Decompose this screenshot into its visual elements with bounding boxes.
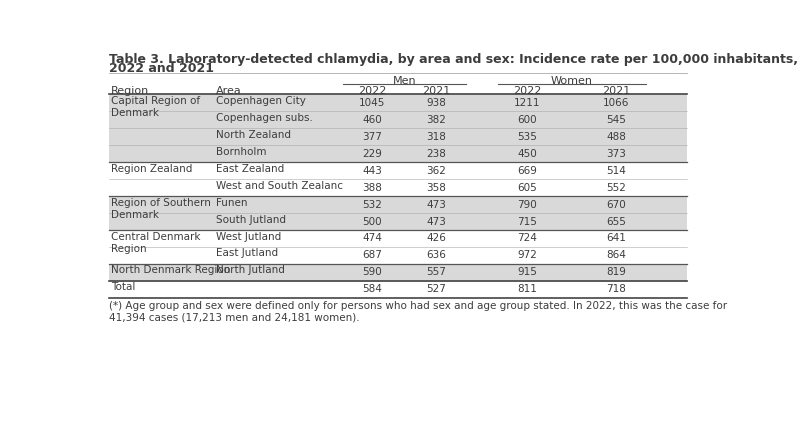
Text: Table 3. Laboratory-detected chlamydia, by area and sex: Incidence rate per 100,: Table 3. Laboratory-detected chlamydia, … bbox=[110, 53, 798, 66]
Text: 2022: 2022 bbox=[358, 86, 386, 96]
Text: West Jutland: West Jutland bbox=[216, 232, 282, 241]
Text: Bornholm: Bornholm bbox=[216, 147, 266, 157]
Text: 500: 500 bbox=[362, 217, 382, 226]
Text: 358: 358 bbox=[426, 183, 446, 193]
Text: 473: 473 bbox=[426, 199, 446, 210]
Text: East Jutland: East Jutland bbox=[216, 249, 278, 259]
Text: 819: 819 bbox=[606, 268, 626, 277]
Text: 557: 557 bbox=[426, 268, 446, 277]
Text: Area: Area bbox=[216, 86, 242, 96]
Text: 641: 641 bbox=[606, 233, 626, 244]
Text: 238: 238 bbox=[426, 149, 446, 159]
Text: 669: 669 bbox=[517, 166, 537, 176]
Text: North Denmark Region: North Denmark Region bbox=[111, 265, 230, 276]
Text: 552: 552 bbox=[606, 183, 626, 193]
Text: 488: 488 bbox=[606, 132, 626, 142]
Text: Region of Southern
Denmark: Region of Southern Denmark bbox=[111, 198, 210, 220]
Text: 2022: 2022 bbox=[513, 86, 542, 96]
Text: 388: 388 bbox=[362, 183, 382, 193]
Text: 584: 584 bbox=[362, 284, 382, 294]
Text: 605: 605 bbox=[517, 183, 537, 193]
Text: 450: 450 bbox=[517, 149, 537, 159]
Bar bbox=[110, 162, 687, 179]
Text: 864: 864 bbox=[606, 250, 626, 260]
Text: 972: 972 bbox=[517, 250, 537, 260]
Text: 811: 811 bbox=[517, 284, 537, 294]
Text: 377: 377 bbox=[362, 132, 382, 142]
Text: West and South Zealanc: West and South Zealanc bbox=[216, 181, 343, 191]
Bar bbox=[110, 281, 687, 298]
Text: 718: 718 bbox=[606, 284, 626, 294]
Bar bbox=[110, 179, 687, 196]
Text: 724: 724 bbox=[517, 233, 537, 244]
Text: 790: 790 bbox=[517, 199, 537, 210]
Text: 474: 474 bbox=[362, 233, 382, 244]
Text: 687: 687 bbox=[362, 250, 382, 260]
Bar bbox=[110, 264, 687, 281]
Text: 1066: 1066 bbox=[603, 98, 630, 108]
Text: 443: 443 bbox=[362, 166, 382, 176]
Text: East Zealand: East Zealand bbox=[216, 164, 285, 174]
Text: 2021: 2021 bbox=[422, 86, 450, 96]
Text: 527: 527 bbox=[426, 284, 446, 294]
Text: 2021: 2021 bbox=[602, 86, 630, 96]
Bar bbox=[110, 230, 687, 247]
Bar bbox=[110, 128, 687, 145]
Text: Copenhagen subs.: Copenhagen subs. bbox=[216, 113, 313, 123]
Text: 1211: 1211 bbox=[514, 98, 540, 108]
Bar bbox=[110, 247, 687, 264]
Text: 532: 532 bbox=[362, 199, 382, 210]
Text: Women: Women bbox=[551, 76, 593, 86]
Text: 473: 473 bbox=[426, 217, 446, 226]
Text: Central Denmark
Region: Central Denmark Region bbox=[111, 232, 200, 253]
Text: 938: 938 bbox=[426, 98, 446, 108]
Text: (*) Age group and sex were defined only for persons who had sex and age group st: (*) Age group and sex were defined only … bbox=[110, 301, 727, 322]
Text: 545: 545 bbox=[606, 115, 626, 125]
Text: North Jutland: North Jutland bbox=[216, 265, 285, 276]
Bar bbox=[110, 213, 687, 230]
Text: 382: 382 bbox=[426, 115, 446, 125]
Text: South Jutland: South Jutland bbox=[216, 214, 286, 225]
Text: Region Zealand: Region Zealand bbox=[111, 164, 192, 174]
Text: Men: Men bbox=[393, 76, 416, 86]
Text: 373: 373 bbox=[606, 149, 626, 159]
Text: Funen: Funen bbox=[216, 198, 248, 208]
Text: Capital Region of
Denmark: Capital Region of Denmark bbox=[111, 96, 200, 118]
Text: 600: 600 bbox=[518, 115, 537, 125]
Text: 915: 915 bbox=[517, 268, 537, 277]
Text: Total: Total bbox=[111, 282, 135, 292]
Text: 1045: 1045 bbox=[359, 98, 386, 108]
Text: Region: Region bbox=[111, 86, 149, 96]
Text: 636: 636 bbox=[426, 250, 446, 260]
Text: 318: 318 bbox=[426, 132, 446, 142]
Text: 229: 229 bbox=[362, 149, 382, 159]
Text: Copenhagen City: Copenhagen City bbox=[216, 96, 306, 106]
Text: 670: 670 bbox=[606, 199, 626, 210]
Text: 514: 514 bbox=[606, 166, 626, 176]
Text: 715: 715 bbox=[517, 217, 537, 226]
Text: 655: 655 bbox=[606, 217, 626, 226]
Text: 2022 and 2021: 2022 and 2021 bbox=[110, 62, 214, 75]
Text: North Zealand: North Zealand bbox=[216, 130, 291, 140]
Bar bbox=[110, 196, 687, 213]
Text: 426: 426 bbox=[426, 233, 446, 244]
Text: 362: 362 bbox=[426, 166, 446, 176]
Bar bbox=[110, 111, 687, 128]
Bar bbox=[110, 145, 687, 162]
Text: 535: 535 bbox=[517, 132, 537, 142]
Bar bbox=[110, 95, 687, 111]
Text: 590: 590 bbox=[362, 268, 382, 277]
Text: 460: 460 bbox=[362, 115, 382, 125]
